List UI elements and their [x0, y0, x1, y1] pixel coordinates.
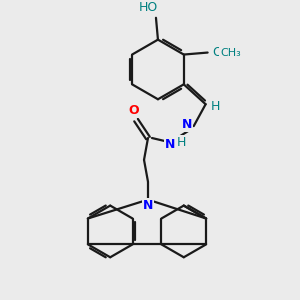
- Text: N: N: [182, 118, 192, 130]
- Text: N: N: [143, 199, 153, 212]
- Text: O: O: [213, 46, 223, 59]
- Text: H: H: [177, 136, 187, 149]
- Text: N: N: [165, 139, 175, 152]
- Text: H: H: [211, 100, 220, 113]
- Text: O: O: [129, 104, 140, 117]
- Text: CH₃: CH₃: [220, 48, 241, 58]
- Text: HO: HO: [138, 1, 158, 14]
